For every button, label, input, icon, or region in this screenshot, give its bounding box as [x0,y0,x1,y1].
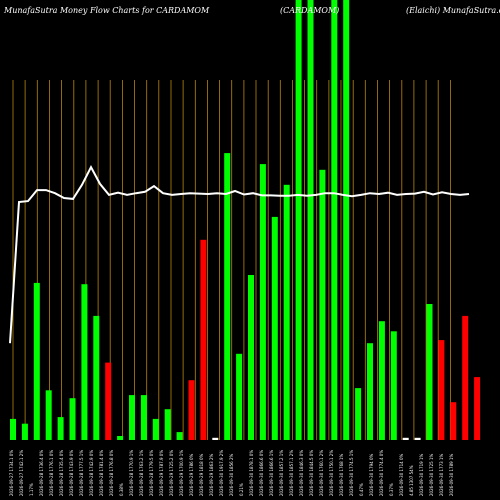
x-tick-label: 2026-09-30 1857.1 2% [289,450,294,496]
x-tick-label: 2026-09-28 1763.2 1% [139,450,144,496]
x-tick-label: 2026-09-30 1917.9 2% [219,450,224,496]
x-tick-label: 2026-09-30 1774.4 0% [379,450,384,496]
bar [426,304,433,440]
bar [343,0,350,440]
x-tick-label: 2026-09-28 1781.4 0% [99,450,104,496]
bar [140,395,147,440]
x-tick-label: 2026-09-28 1779.5 0% [149,450,154,496]
x-tick-label: 4.85 1307 54% [409,465,414,496]
money-flow-line [9,165,470,344]
x-tick-label: 2026-09-27 1742.1 2% [19,450,24,496]
x-tick-label: 2026-09-30 1773 1% [439,453,444,496]
bar [164,409,171,440]
x-axis-labels: 2026-09-27 1734.1 0% 2026-09-27 1742.1 2%… [9,450,454,496]
x-tick-label: 2026-09-27 1734.1 0% [9,450,14,496]
bar [45,390,52,440]
x-tick-label: 2026-09-30 1725 1% [429,453,434,496]
x-tick-label: 0.38% [119,483,124,496]
x-tick-label: 2026-09-28 1776.1 0% [49,450,54,496]
bar [462,315,469,440]
bar [355,388,362,440]
bar [33,282,40,440]
x-tick-label: 2026-09-30 1774.5 1% [349,450,354,496]
bar [259,164,266,440]
x-tick-label: 2026-09-30 1856 2% [229,453,234,496]
bar [474,377,481,440]
x-tick-label: 2026-09-30 1750.1 2% [329,450,334,496]
x-tick-label: 2026-09-30 1768 1% [339,453,344,496]
chart-title-right: (Elaichi) MunafaSutra.com [406,6,500,15]
x-tick-label: 2026-09-30 1794 0% [369,453,374,496]
bar [307,0,314,440]
bar [10,418,16,440]
bar [93,315,100,440]
vertical-gridlines [12,80,451,440]
bar [414,437,421,440]
x-tick-label: 2026-09-28 1742.9 0% [89,450,94,496]
bar [129,395,135,440]
x-tick-label: 2026-09-30 1866.6 1% [269,450,274,496]
bar [176,432,183,440]
bar [21,423,28,440]
x-tick-label: 2026-09-28 1776.8 0% [109,450,114,496]
x-tick-label: 2026-09-30 1844.5 0% [309,450,314,496]
x-tick-label: 2026-09-29 1725.2 0% [169,450,174,496]
x-tick-label: 2026-09-28 1743.9 0% [69,450,74,496]
x-tick-label: 2026-09-29 1700.9 1% [179,450,184,496]
bar [69,398,76,440]
bar [236,353,243,440]
bar [319,169,326,441]
bar [152,418,159,440]
bar [117,436,124,440]
bar [105,362,112,440]
bar [438,340,445,440]
bar [81,284,88,440]
x-tick-label: 2026-09-30 1719 1% [419,453,424,496]
bar [402,437,409,440]
x-tick-label: 2026-09-30 1857.2 1% [279,450,284,496]
bar [450,402,457,440]
bar [367,343,373,440]
x-tick-label: 2026-09-30 1760.1 2% [319,450,324,496]
bar [212,437,219,440]
x-tick-label: 2026-09-28 1770.9 1% [129,450,134,496]
x-tick-label: 0.37% [389,483,394,496]
x-tick-label: 2026-09-30 1846.3 0% [299,450,304,496]
bar [331,0,338,440]
x-tick-label: 2026-09-30 1866.6 0% [259,450,264,496]
x-tick-label: 2026-09-30 1789 1% [449,453,454,496]
x-tick-label: 2026-09-30 1714 0% [399,453,404,496]
chart-title-left: MunafaSutra Money Flow Charts for CARDAM… [3,6,210,15]
bar [188,380,195,440]
x-tick-label: 2026-09-28 1736.4 0% [39,450,44,496]
x-tick-label: 2026-09-28 1777.5 1% [79,450,84,496]
x-tick-label: 0.21% [239,483,244,496]
x-tick-label: 2026-09-28 1735.4 0% [59,450,64,496]
x-tick-label: 2026-09-29 1818 0% [199,453,204,496]
bar [283,184,290,440]
x-tick-label: 1.17% [29,483,34,496]
bar [224,153,231,440]
bar [57,417,64,440]
bar [200,239,207,440]
bar [390,331,397,440]
money-flow-bars [10,0,481,441]
chart-title-center: (CARDAMOM) [280,6,339,15]
x-tick-label: 0.47% [359,483,364,496]
bar [271,216,278,440]
bar [295,0,302,440]
bar [378,321,385,440]
bar [248,275,254,440]
x-tick-label: 2026-09-29 1786 0% [189,453,194,496]
x-tick-label: 2026-09-29 1787.9 0% [159,450,164,496]
x-tick-label: 2026-09-30 1878.1 0% [249,450,254,496]
x-tick-label: 2026-09-29 1863 2% [209,453,214,496]
